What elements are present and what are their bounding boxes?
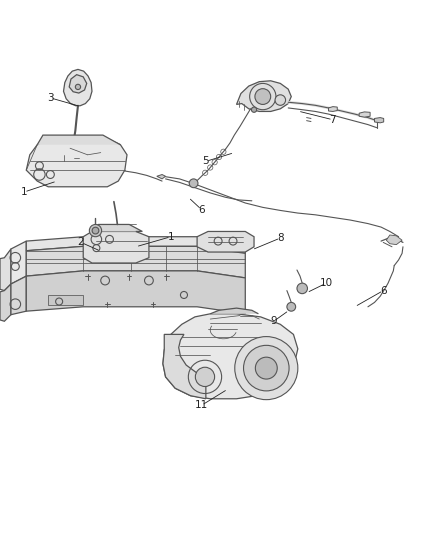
Polygon shape bbox=[0, 249, 11, 290]
Circle shape bbox=[89, 224, 102, 237]
Circle shape bbox=[92, 227, 99, 234]
Circle shape bbox=[255, 88, 271, 104]
Polygon shape bbox=[359, 112, 370, 117]
Polygon shape bbox=[11, 276, 26, 314]
Polygon shape bbox=[374, 118, 384, 123]
Polygon shape bbox=[197, 231, 254, 252]
Polygon shape bbox=[83, 231, 149, 263]
Polygon shape bbox=[157, 174, 166, 179]
Polygon shape bbox=[64, 69, 92, 106]
Polygon shape bbox=[92, 224, 142, 231]
Text: 2: 2 bbox=[78, 237, 85, 247]
Text: 10: 10 bbox=[320, 278, 333, 288]
Circle shape bbox=[195, 367, 215, 386]
Circle shape bbox=[287, 302, 296, 311]
Circle shape bbox=[75, 84, 81, 90]
Text: 3: 3 bbox=[47, 93, 54, 103]
Polygon shape bbox=[26, 271, 245, 314]
Polygon shape bbox=[210, 308, 258, 314]
Circle shape bbox=[235, 336, 298, 400]
Text: 7: 7 bbox=[329, 115, 336, 125]
Polygon shape bbox=[163, 334, 206, 399]
Polygon shape bbox=[26, 139, 127, 187]
Text: 1: 1 bbox=[21, 187, 28, 197]
Polygon shape bbox=[0, 284, 11, 321]
Circle shape bbox=[244, 345, 289, 391]
Polygon shape bbox=[26, 246, 245, 278]
Polygon shape bbox=[237, 81, 291, 111]
Polygon shape bbox=[48, 295, 83, 305]
Circle shape bbox=[189, 179, 198, 188]
Circle shape bbox=[275, 95, 286, 106]
Polygon shape bbox=[328, 107, 337, 111]
Text: 1: 1 bbox=[167, 232, 174, 242]
Polygon shape bbox=[69, 75, 87, 93]
Circle shape bbox=[251, 107, 257, 112]
Text: 9: 9 bbox=[270, 316, 277, 326]
Polygon shape bbox=[26, 237, 245, 253]
Text: 11: 11 bbox=[195, 400, 208, 410]
Circle shape bbox=[297, 283, 307, 294]
Text: 5: 5 bbox=[202, 156, 209, 166]
Text: 8: 8 bbox=[277, 233, 284, 243]
Text: 6: 6 bbox=[198, 205, 205, 215]
Polygon shape bbox=[386, 235, 402, 245]
Text: 6: 6 bbox=[380, 286, 387, 296]
Polygon shape bbox=[11, 241, 26, 284]
Circle shape bbox=[255, 357, 277, 379]
Polygon shape bbox=[37, 135, 120, 145]
Polygon shape bbox=[163, 314, 298, 399]
